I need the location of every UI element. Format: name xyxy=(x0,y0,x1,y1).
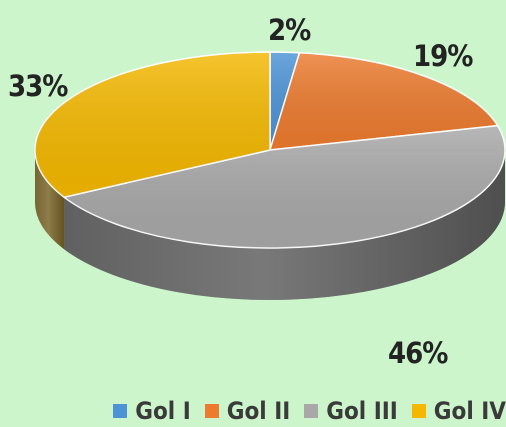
legend-label-gol-iii: Gol III xyxy=(326,396,398,425)
data-label-gol-i: 2% xyxy=(268,13,311,47)
legend-swatch-gol-i xyxy=(113,403,128,418)
legend-item-gol-iv: Gol IV xyxy=(411,396,506,425)
legend-item-gol-i: Gol I xyxy=(113,397,191,425)
data-label-gol-ii: 19% xyxy=(413,39,473,73)
legend-swatch-gol-ii xyxy=(204,403,219,418)
legend-swatch-gol-iv xyxy=(411,403,426,418)
legend-item-gol-iii: Gol III xyxy=(304,397,398,425)
legend: Gol I Gol II Gol III Gol IV xyxy=(0,394,506,427)
legend-label-gol-iv: Gol IV xyxy=(433,396,506,425)
data-label-gol-iii: 46% xyxy=(388,336,448,370)
pie-slice-highlight xyxy=(35,52,271,198)
pie-side-shade xyxy=(64,150,505,300)
pie-slice-highlight xyxy=(64,125,505,248)
pie-slice-highlight xyxy=(270,52,498,150)
legend-label-gol-ii: Gol II xyxy=(226,396,291,425)
legend-label-gol-i: Gol I xyxy=(135,396,191,425)
data-label-gol-iv: 33% xyxy=(8,69,68,103)
legend-item-gol-ii: Gol II xyxy=(204,396,291,425)
legend-swatch-gol-iii xyxy=(304,403,319,418)
